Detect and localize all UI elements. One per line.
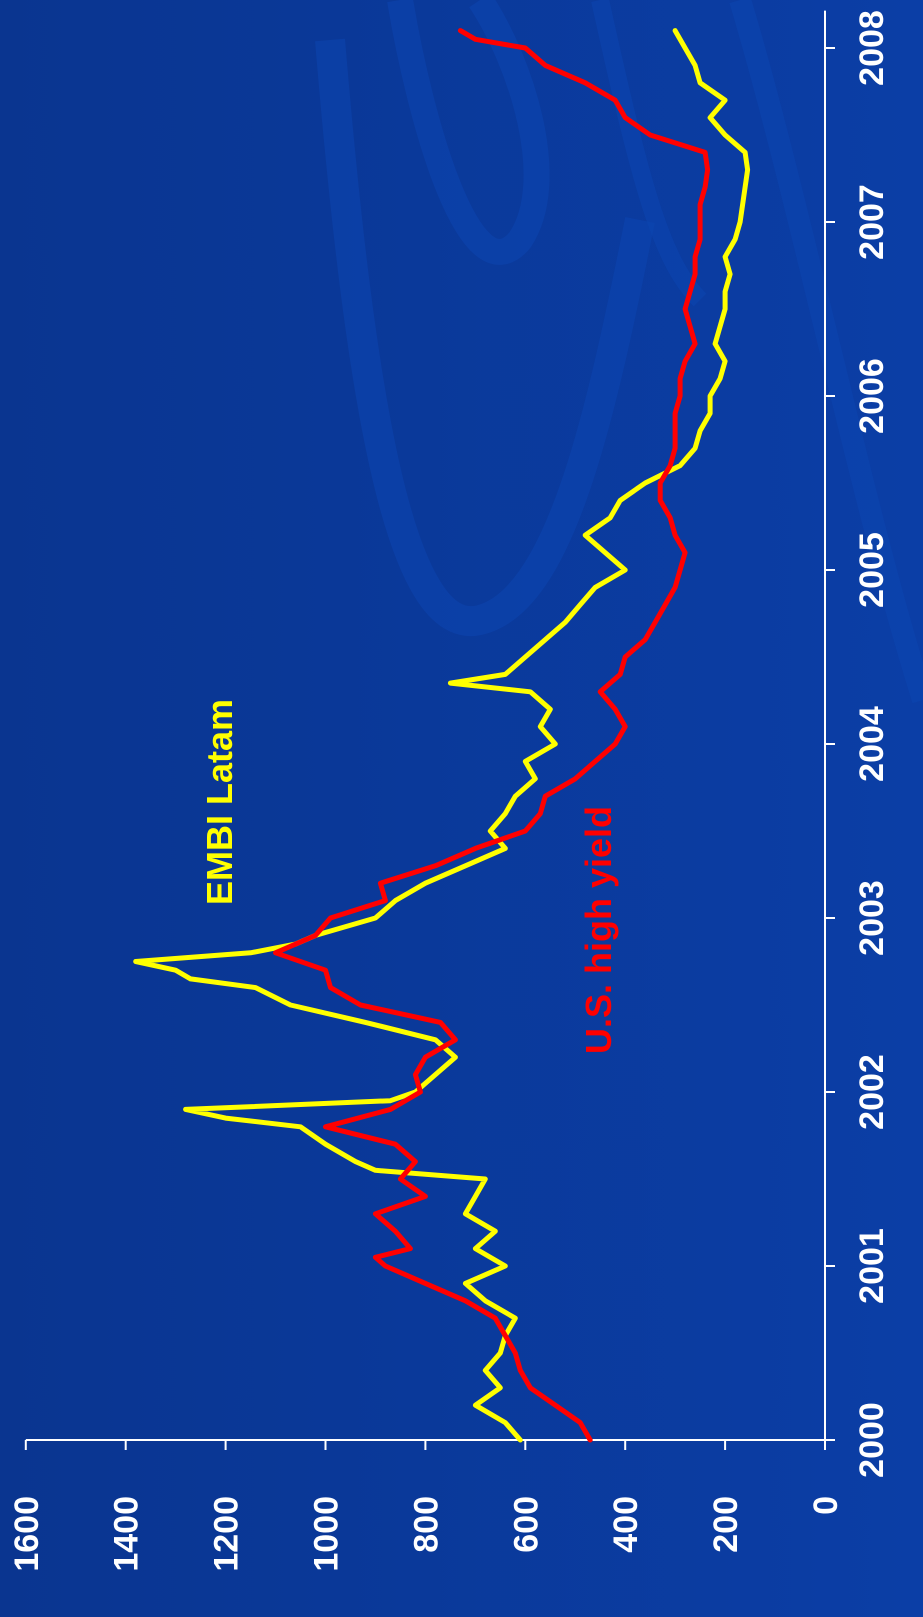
y-tick-label: 600: [507, 1496, 545, 1553]
y-tick-label: 1200: [208, 1496, 246, 1572]
y-tick-label: 0: [807, 1496, 845, 1515]
series-line-us-high-yield: [273, 28, 711, 1443]
y-tick-label: 1000: [308, 1496, 346, 1572]
x-tick-label: 2002: [853, 1054, 891, 1130]
x-tick-label: 2008: [853, 10, 891, 86]
y-tick-label: 800: [407, 1496, 445, 1553]
annotation-embi-latam: EMBI Latam: [199, 699, 240, 905]
series-layer: [133, 28, 751, 1443]
y-tick-label: 1600: [8, 1496, 46, 1572]
x-tick-label: 2007: [853, 184, 891, 260]
background-swoosh: [315, 0, 923, 704]
annotation-us-high-yield: U.S. high yield: [578, 806, 619, 1054]
series-line-embi-latam: [133, 28, 751, 1443]
axes-layer: [24, 10, 835, 1450]
x-tick-label: 2000: [853, 1402, 891, 1478]
x-tick-label: 2006: [853, 358, 891, 434]
y-tick-label: 1400: [108, 1496, 146, 1572]
x-tick-label: 2003: [853, 880, 891, 956]
labels-layer: 2000 2001 2002 2003 2004 2005 2006 2007 2008 0 200…: [8, 10, 891, 1571]
x-tick-label: 2005: [853, 532, 891, 608]
y-tick-label: 400: [607, 1496, 645, 1553]
x-tick-label: 2004: [853, 706, 891, 782]
x-tick-label: 2001: [853, 1228, 891, 1304]
y-tick-label: 200: [707, 1496, 745, 1553]
